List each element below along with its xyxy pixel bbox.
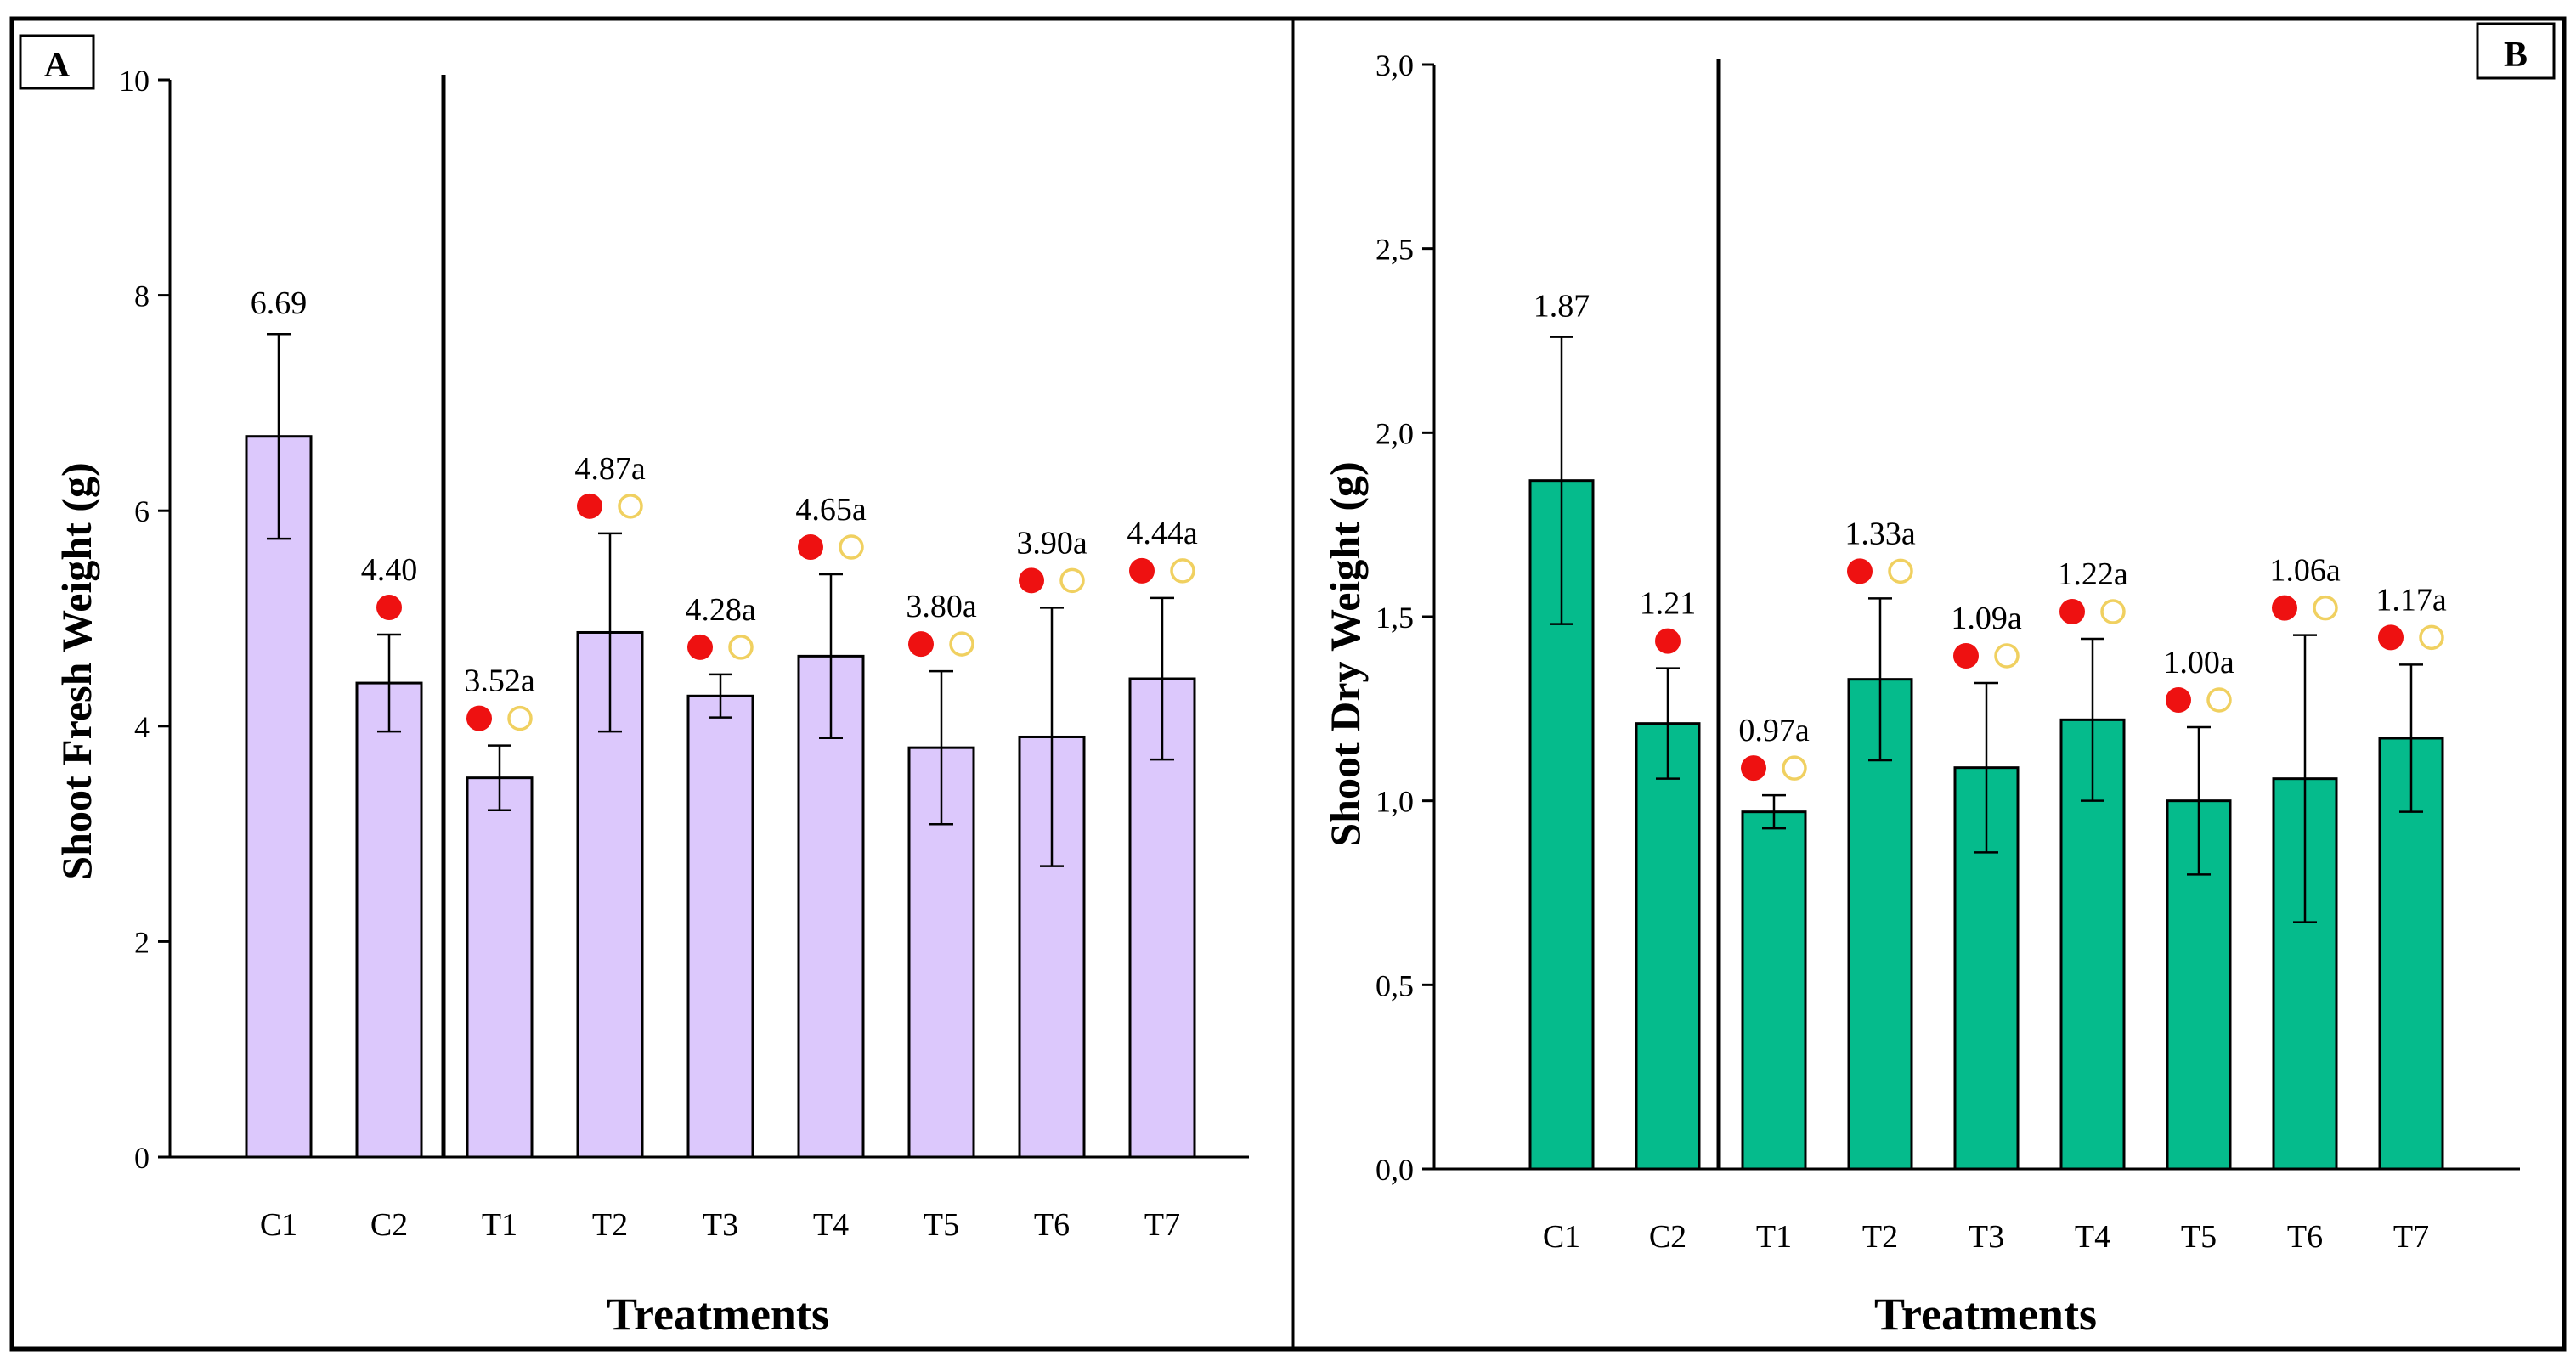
x-tick-label: T6 (2287, 1219, 2323, 1255)
significance-dot-red (2378, 624, 2404, 651)
significance-dot-hollow (507, 705, 533, 731)
bar (245, 435, 313, 1159)
bar (576, 630, 644, 1159)
x-tick-label: T5 (924, 1207, 959, 1243)
data-label: 1.00a (2163, 645, 2234, 680)
significance-dot-hollow (1059, 567, 1085, 594)
significance-dot-red (798, 534, 823, 561)
x-tick-label: C2 (370, 1207, 408, 1243)
y-tick-label: 8 (134, 279, 150, 313)
significance-dot-red (577, 493, 602, 519)
significance-dot-red (376, 595, 402, 621)
data-label: 0.97a (1738, 713, 1810, 748)
significance-dot-red (1129, 557, 1155, 584)
x-tick-label: T7 (2393, 1219, 2429, 1255)
x-tick-label: T4 (813, 1207, 849, 1243)
significance-dot-hollow (1170, 558, 1195, 584)
significance-dot-red (1847, 558, 1873, 584)
x-tick-label: T1 (482, 1207, 517, 1243)
data-label: 1.09a (1951, 601, 2022, 636)
panel-b-chart: B 0,0 0,5 1,0 1,5 2,0 2,5 3,0 1.87 C1 1.21 C2 0.97… (1321, 22, 2556, 1340)
y-tick-label: 0,0 (1376, 1153, 1414, 1187)
significance-dot-hollow (1888, 558, 1913, 584)
bar (686, 694, 754, 1159)
y-tick-label: 2 (134, 925, 150, 959)
x-tick-label: T7 (1144, 1207, 1180, 1243)
significance-dot-hollow (2313, 595, 2338, 621)
x-tick-label: T2 (1862, 1219, 1898, 1255)
x-tick-label: T5 (2181, 1219, 2217, 1255)
significance-dot-hollow (839, 534, 864, 560)
y-tick-label: 2,0 (1376, 416, 1414, 450)
data-label: 1.33a (1844, 516, 1916, 551)
y-tick-label: 1,0 (1376, 785, 1414, 819)
panel-a-chart: A 0 2 4 6 8 10 6.69 C1 4.40 C2 3.52a T1 4.87a T2 4.28… (19, 34, 1249, 1340)
bar (1635, 722, 1701, 1171)
bar (1741, 810, 1807, 1171)
panel-label: A (44, 46, 71, 85)
x-tick-label: T3 (703, 1207, 738, 1243)
y-tick-label: 10 (119, 64, 150, 98)
y-tick-label: 0 (134, 1141, 150, 1175)
data-label: 4.40 (361, 552, 418, 588)
significance-dot-hollow (2419, 624, 2444, 651)
bar (355, 681, 423, 1159)
significance-dot-hollow (1782, 755, 1807, 781)
y-axis-label: Shoot Fresh Weight (g) (53, 462, 100, 879)
x-tick-label: T3 (1969, 1219, 2004, 1255)
x-tick-label: T2 (592, 1207, 628, 1243)
x-tick-label: T4 (2075, 1219, 2110, 1255)
significance-dot-red (1655, 628, 1681, 654)
y-tick-label: 2,5 (1376, 233, 1414, 267)
significance-dot-hollow (2206, 687, 2232, 713)
significance-dot-red (1953, 643, 1979, 669)
significance-dot-hollow (2100, 599, 2126, 624)
y-axis-label: Shoot Dry Weight (g) (1321, 461, 1369, 846)
data-label: 1.17a (2375, 582, 2447, 618)
x-tick-label: C1 (1543, 1219, 1580, 1255)
data-label: 1.21 (1640, 586, 1697, 622)
data-label: 3.90a (1016, 525, 1087, 561)
significance-dot-red (466, 705, 492, 731)
data-label: 3.80a (906, 589, 977, 624)
data-label: 6.69 (251, 285, 308, 321)
data-label: 4.44a (1127, 516, 1198, 551)
x-tick-label: T1 (1756, 1219, 1792, 1255)
y-tick-label: 4 (134, 710, 150, 744)
y-tick-label: 3,0 (1376, 48, 1414, 82)
bar (466, 776, 534, 1159)
y-tick-label: 6 (134, 494, 150, 528)
data-label: 1.87 (1534, 289, 1590, 325)
bar (2059, 718, 2126, 1171)
significance-dot-red (908, 631, 934, 658)
significance-dot-red (2272, 595, 2297, 621)
data-label: 4.65a (795, 492, 867, 528)
data-label: 3.52a (464, 663, 535, 699)
x-tick-label: C1 (260, 1207, 297, 1243)
significance-dot-red (687, 634, 713, 660)
significance-dot-red (1741, 755, 1766, 782)
data-label: 1.06a (2269, 553, 2341, 589)
significance-dot-hollow (1994, 643, 2020, 669)
x-tick-label: T6 (1034, 1207, 1070, 1243)
significance-dot-hollow (618, 494, 643, 519)
significance-dot-hollow (949, 631, 974, 657)
x-axis-label: Treatments (1874, 1289, 2097, 1340)
y-tick-label: 0,5 (1376, 968, 1414, 1002)
panel-label-box (19, 34, 95, 90)
data-label: 4.87a (574, 451, 646, 487)
x-tick-label: C2 (1649, 1219, 1686, 1255)
x-axis-label: Treatments (607, 1289, 829, 1340)
panel-label-box (2476, 22, 2556, 80)
panel-label: B (2504, 36, 2528, 75)
significance-dot-red (2059, 599, 2085, 624)
data-label: 1.22a (2057, 556, 2128, 592)
figure-frame (9, 16, 2567, 1352)
y-tick-label: 1,5 (1376, 601, 1414, 635)
data-label: 4.28a (685, 592, 756, 628)
significance-dot-red (2166, 687, 2191, 713)
significance-dot-red (1019, 567, 1044, 594)
significance-dot-hollow (728, 635, 754, 660)
